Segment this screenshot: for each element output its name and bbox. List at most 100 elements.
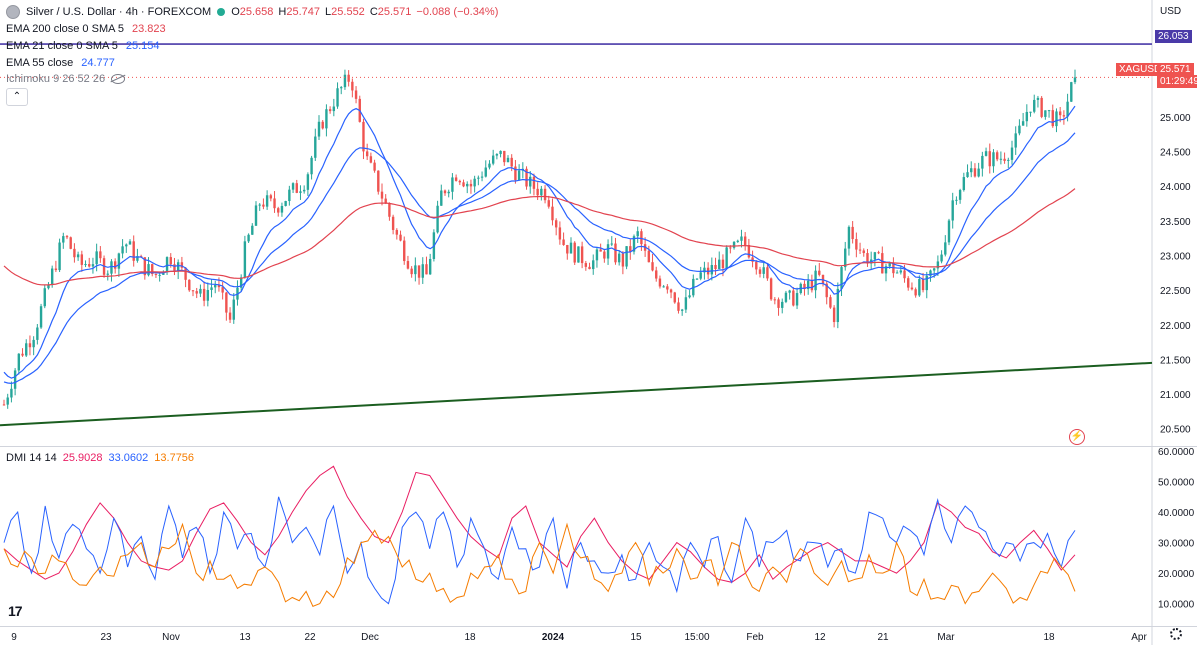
indicator-label: EMA 21 close 0 SMA 5	[6, 40, 118, 52]
dmi-tick-label: 20.0000	[1158, 569, 1195, 580]
candle-body	[73, 248, 76, 258]
candle-body	[603, 251, 606, 259]
candle-body	[195, 291, 198, 294]
time-tick-label: Mar	[937, 632, 955, 643]
candle-body	[191, 290, 195, 292]
gear-icon[interactable]	[1170, 628, 1182, 640]
candle-body	[225, 292, 228, 313]
indicator-ichimoku[interactable]: Ichimoku 9 26 52 26	[6, 73, 126, 85]
candle-body	[447, 191, 450, 194]
candle-body	[525, 168, 528, 187]
candle-body	[1055, 111, 1058, 127]
candle-body	[10, 388, 13, 398]
candle-body	[510, 157, 513, 167]
indicator-ema200[interactable]: EMA 200 close 0 SMA 5 23.823	[6, 23, 166, 35]
candle-body	[106, 273, 109, 275]
candle-body	[273, 198, 276, 209]
candle-body	[165, 257, 169, 272]
candle-body	[536, 188, 539, 196]
candle-body	[25, 343, 28, 356]
candle-body	[65, 236, 69, 238]
dmi-tick-label: 10.0000	[1158, 600, 1195, 611]
candle-body	[480, 176, 484, 178]
time-tick-label: 21	[877, 632, 889, 643]
candle-body	[343, 74, 347, 88]
candle-body	[910, 287, 914, 290]
candle-body	[151, 264, 154, 275]
market-status-icon	[217, 8, 226, 16]
candle-body	[1025, 111, 1029, 122]
candle-body	[751, 257, 754, 262]
currency-label[interactable]: USD	[1160, 6, 1182, 17]
low-value: 25.552	[331, 6, 365, 18]
candle-body	[21, 353, 24, 356]
price-tick-label: 22.500	[1160, 286, 1191, 297]
candle-body	[844, 248, 847, 268]
indicator-ema55[interactable]: EMA 55 close 24.777	[6, 57, 115, 69]
candle-body	[243, 241, 247, 278]
candle-body	[895, 272, 899, 274]
candle-body	[573, 242, 576, 263]
candle-body	[577, 246, 580, 263]
candle-body	[1007, 159, 1010, 161]
candle-body	[551, 206, 554, 221]
candle-body	[440, 190, 443, 206]
candle-body	[436, 205, 439, 233]
candle-body	[54, 268, 58, 271]
candle-body	[265, 195, 269, 207]
dmi-legend[interactable]: DMI 14 14 25.9028 33.0602 13.7756	[6, 452, 194, 464]
candle-body	[1044, 110, 1047, 117]
eye-slash-icon[interactable]	[111, 74, 126, 84]
candle-body	[955, 199, 958, 201]
candle-body	[299, 191, 302, 193]
candle-body	[743, 236, 747, 246]
ema55-line	[3, 132, 1076, 385]
price-tick-label: 23.500	[1160, 217, 1191, 228]
candle-body	[403, 240, 406, 262]
change-value: −0.088 (−0.34%)	[416, 6, 499, 18]
time-tick-label: 12	[814, 632, 826, 643]
candle-body	[291, 183, 295, 190]
candle-body	[28, 343, 32, 348]
candle-body	[921, 279, 925, 291]
candle-body	[199, 288, 202, 294]
candle-body	[677, 302, 680, 311]
candle-body	[1062, 115, 1066, 117]
candle-body	[1033, 99, 1036, 112]
time-tick-label: Nov	[162, 632, 180, 643]
candle-body	[173, 264, 176, 272]
candle-body	[306, 174, 310, 190]
candle-body	[466, 183, 469, 187]
candle-body	[373, 162, 376, 171]
candle-body	[755, 261, 758, 270]
candle-body	[262, 204, 265, 207]
low-label: L	[325, 6, 332, 18]
candle-body	[625, 246, 628, 267]
candle-body	[188, 279, 191, 291]
candle-body	[810, 280, 814, 291]
candle-body	[944, 242, 947, 255]
indicator-label: EMA 200 close 0 SMA 5	[6, 23, 125, 35]
candle-body	[147, 264, 150, 276]
adx-value: 25.9028	[62, 452, 103, 464]
candle-body	[288, 189, 291, 202]
symbol-tag: XAGUSD	[1116, 63, 1165, 76]
collapse-legend-button[interactable]: ⌃	[6, 88, 28, 106]
indicator-ema21[interactable]: EMA 21 close 0 SMA 5 25.154	[6, 40, 160, 52]
candle-body	[814, 270, 817, 291]
tradingview-logo[interactable]: 17	[8, 603, 23, 619]
candle-body	[669, 289, 673, 293]
close-value: 25.571	[377, 6, 412, 18]
symbol-icon	[6, 5, 20, 19]
candle-body	[1047, 110, 1051, 112]
candle-body	[406, 261, 410, 269]
candle-body	[684, 297, 688, 310]
candle-body	[584, 263, 588, 267]
candle-body	[951, 200, 954, 221]
candle-body	[506, 157, 510, 163]
symbol-title[interactable]: Silver / U.S. Dollar · 4h · FOREXCOM	[26, 6, 212, 18]
flash-icon[interactable]: ⚡	[1069, 429, 1085, 445]
time-tick-label: 2024	[542, 632, 565, 643]
